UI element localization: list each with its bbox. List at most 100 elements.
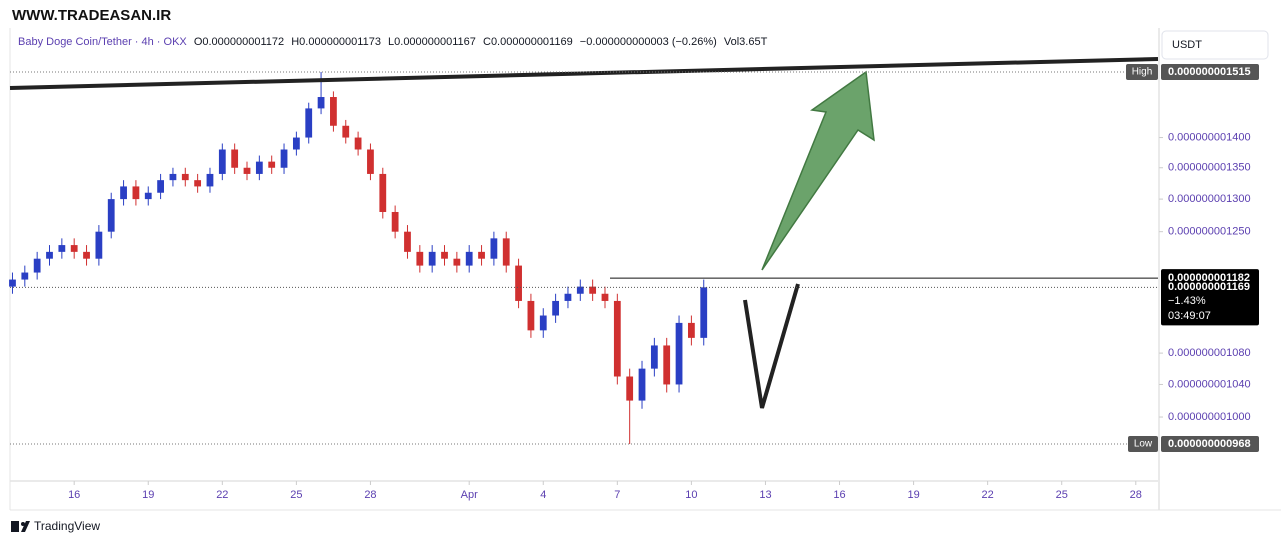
candle-body bbox=[107, 199, 115, 232]
y-tick-label: 0.000000001040 bbox=[1168, 378, 1251, 390]
candle-body bbox=[478, 251, 485, 259]
candle-body bbox=[404, 231, 411, 252]
candle-body bbox=[650, 345, 658, 369]
y-tick-label: 0.000000001300 bbox=[1168, 193, 1251, 205]
candle-body bbox=[157, 180, 164, 193]
candle-body bbox=[58, 245, 66, 252]
vol-value: 3.65T bbox=[739, 36, 767, 48]
x-tick-label: 19 bbox=[907, 489, 919, 501]
candle-body bbox=[95, 231, 103, 259]
currency-button[interactable] bbox=[1161, 30, 1269, 60]
candle-body bbox=[465, 251, 473, 266]
candle-body bbox=[218, 149, 226, 174]
high-value-bg bbox=[1161, 63, 1259, 80]
footer-brand: TradingView bbox=[34, 519, 100, 533]
candle-body bbox=[169, 173, 177, 181]
candle-body bbox=[527, 300, 535, 331]
candle-body bbox=[46, 251, 53, 259]
candle-body bbox=[231, 149, 239, 168]
change: −0.000000000003 (−0.26%) bbox=[580, 36, 717, 48]
candle-body bbox=[342, 125, 350, 138]
x-tick-label: 10 bbox=[685, 489, 697, 501]
candle-body bbox=[330, 97, 337, 126]
candle-body bbox=[663, 345, 671, 385]
legend: Baby Doge Coin/Tether · 4h · OKX O0.0000… bbox=[18, 36, 768, 48]
x-tick-label: 25 bbox=[1056, 489, 1068, 501]
low-value: 0.000000000968 bbox=[1168, 438, 1251, 450]
candle-body bbox=[317, 97, 325, 109]
x-tick-label: 7 bbox=[614, 489, 620, 501]
x-tick-label: 19 bbox=[142, 489, 154, 501]
candle-body bbox=[9, 279, 16, 287]
x-tick-label: 22 bbox=[982, 489, 994, 501]
x-tick-label: 28 bbox=[1130, 489, 1142, 501]
logo-mark bbox=[11, 521, 19, 532]
candle-body bbox=[391, 211, 399, 232]
c-value: 0.000000001169 bbox=[491, 36, 573, 48]
candle-body bbox=[490, 238, 498, 259]
logo-slash bbox=[21, 521, 30, 532]
high-tag: High bbox=[1132, 67, 1153, 78]
l-label: L bbox=[388, 36, 394, 48]
low-tag: Low bbox=[1134, 439, 1153, 450]
candle-body bbox=[379, 173, 387, 212]
v-pattern bbox=[743, 283, 800, 409]
o-value: 0.000000001172 bbox=[202, 36, 284, 48]
candle-body bbox=[687, 322, 695, 338]
h-label: H bbox=[291, 36, 299, 48]
candle-body bbox=[354, 137, 362, 150]
o-label: O bbox=[194, 36, 203, 48]
candle-body bbox=[206, 173, 214, 187]
h-value: 0.000000001173 bbox=[299, 36, 381, 48]
last-price-change: −1.43% bbox=[1168, 295, 1206, 307]
y-tick-label: 0.000000001250 bbox=[1168, 226, 1251, 238]
last-price-value: 0.000000001169 bbox=[1168, 281, 1250, 293]
candle-body bbox=[268, 161, 276, 168]
trend-line bbox=[9, 57, 1159, 90]
vol-label: Vol bbox=[724, 36, 739, 48]
x-tick-label: 13 bbox=[759, 489, 771, 501]
candle-body bbox=[700, 287, 708, 338]
l-value: 0.000000001167 bbox=[394, 36, 476, 48]
candle-body bbox=[428, 251, 436, 266]
candle-body bbox=[502, 238, 510, 266]
price-box bbox=[1161, 269, 1259, 326]
candle-body bbox=[194, 180, 202, 187]
x-tick-label: 16 bbox=[833, 489, 845, 501]
currency-button-label[interactable]: USDT bbox=[1172, 39, 1202, 51]
symbol: Baby Doge Coin/Tether · 4h · OKX bbox=[18, 36, 187, 48]
c-label: C bbox=[483, 36, 491, 48]
countdown: 03:49:07 bbox=[1168, 310, 1211, 322]
candle-body bbox=[576, 286, 584, 294]
x-tick-label: 22 bbox=[216, 489, 228, 501]
candle-body bbox=[33, 258, 41, 273]
plot-area bbox=[9, 71, 708, 445]
y-tick-label: 0.000000001000 bbox=[1168, 411, 1251, 423]
watermark: WWW.TRADEASAN.IR bbox=[12, 7, 171, 24]
high-value: 0.000000001515 bbox=[1168, 66, 1251, 78]
candle-body bbox=[280, 149, 288, 168]
low-tag-bg bbox=[1128, 436, 1158, 453]
x-tick-label: 28 bbox=[364, 489, 376, 501]
logo-dot bbox=[21, 522, 25, 526]
candle-body bbox=[675, 322, 683, 385]
high-tag-bg bbox=[1126, 63, 1158, 80]
candle-body bbox=[305, 108, 313, 138]
candle-body bbox=[243, 167, 251, 174]
candle-body bbox=[416, 251, 424, 266]
y-tick-label: 0.000000001400 bbox=[1168, 131, 1251, 143]
candle-body bbox=[367, 149, 374, 174]
candle-body bbox=[589, 286, 597, 294]
low-value-bg bbox=[1161, 436, 1259, 453]
candle-body bbox=[613, 300, 621, 377]
candle-body bbox=[292, 137, 300, 150]
y-tick-label: 0.000000001350 bbox=[1168, 162, 1251, 174]
candle-body bbox=[441, 251, 448, 259]
candle-body bbox=[626, 376, 634, 401]
candle-body bbox=[638, 368, 646, 401]
candle-body bbox=[144, 192, 152, 200]
candle-body bbox=[539, 315, 547, 331]
